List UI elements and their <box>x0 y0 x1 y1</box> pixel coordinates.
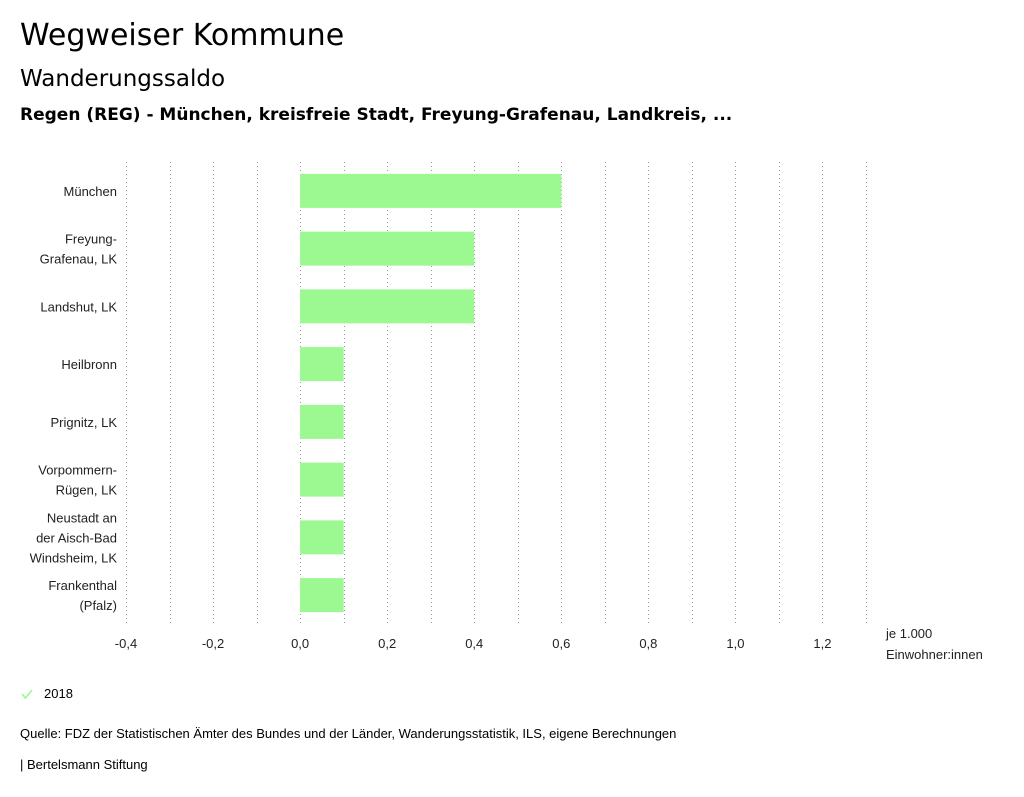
check-icon[interactable] <box>20 687 34 701</box>
unit-label-0: je 1.000 <box>885 626 932 641</box>
bar-4 <box>300 404 344 439</box>
category-label-2: Landshut, LK <box>40 299 117 314</box>
category-label-6-1: der Aisch-Bad <box>36 530 117 545</box>
unit-label-1: Einwohner:innen <box>886 647 983 662</box>
page-title: Wegweiser Kommune <box>20 18 345 53</box>
bar-5 <box>300 462 344 497</box>
source-note: Quelle: FDZ der Statistischen Ämter des … <box>20 726 677 741</box>
x-tick-label-5: 0,6 <box>552 636 570 651</box>
x-tick-label-2: 0,0 <box>291 636 309 651</box>
bar-2 <box>300 289 475 324</box>
x-tick-label-0: -0,4 <box>115 636 137 651</box>
bar-0 <box>300 173 562 208</box>
x-tick-label-8: 1,2 <box>813 636 831 651</box>
x-tick-label-7: 1,0 <box>726 636 744 651</box>
category-label-3: Heilbronn <box>61 357 117 372</box>
category-label-1-1: Grafenau, LK <box>40 252 118 267</box>
legend-label[interactable]: 2018 <box>44 686 73 701</box>
category-label-5-1: Rügen, LK <box>56 483 118 498</box>
category-label-0: München <box>64 184 117 199</box>
publisher-note: | Bertelsmann Stiftung <box>20 757 148 772</box>
x-tick-label-6: 0,8 <box>639 636 657 651</box>
bar-1 <box>300 231 475 266</box>
category-label-5-0: Vorpommern- <box>38 463 117 478</box>
bar-3 <box>300 347 344 382</box>
category-label-1-0: Freyung- <box>65 232 117 247</box>
category-label-6-2: Windsheim, LK <box>30 550 118 565</box>
x-tick-label-1: -0,2 <box>202 636 224 651</box>
x-tick-label-4: 0,4 <box>465 636 483 651</box>
bar-chart: München Freyung- Grafenau, LK Landshut, LK H… <box>30 162 983 662</box>
legend[interactable]: 2018 <box>20 686 73 701</box>
category-label-7-1: (Pfalz) <box>79 598 117 613</box>
chart-subtitle: Wanderungssaldo <box>20 66 226 92</box>
region-label: Regen (REG) - München, kreisfreie Stadt,… <box>20 105 733 125</box>
category-label-7-0: Frankenthal <box>48 578 117 593</box>
bar-6 <box>300 520 344 555</box>
category-label-6-0: Neustadt an <box>47 510 117 525</box>
bar-7 <box>300 578 344 613</box>
x-tick-label-3: 0,2 <box>378 636 396 651</box>
category-label-4: Prignitz, LK <box>51 415 118 430</box>
